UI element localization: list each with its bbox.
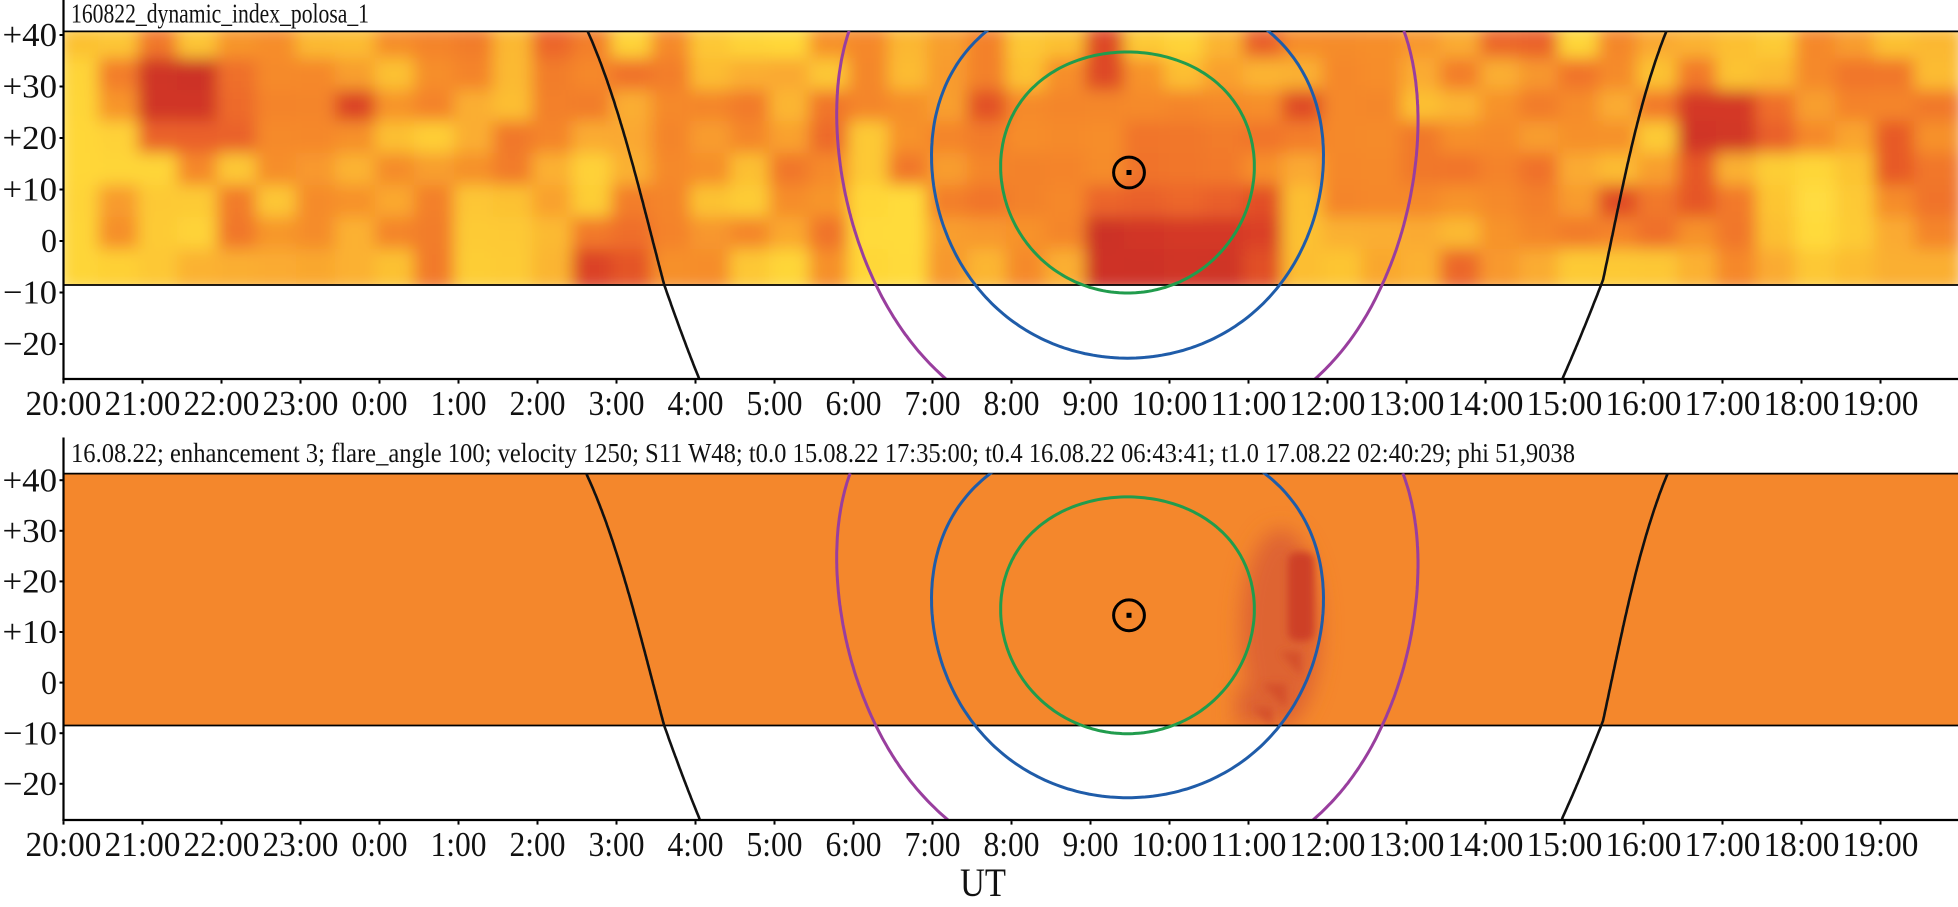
svg-text:160822_dynamic_index_polosa_1: 160822_dynamic_index_polosa_1 [71, 0, 369, 29]
svg-text:21:00: 21:00 [105, 384, 181, 423]
svg-text:6:00: 6:00 [826, 825, 882, 864]
svg-text:+20: +20 [3, 564, 57, 601]
svg-text:9:00: 9:00 [1063, 384, 1119, 423]
svg-text:5:00: 5:00 [747, 825, 803, 864]
svg-text:23:00: 23:00 [263, 825, 339, 864]
svg-text:19:00: 19:00 [1843, 825, 1919, 864]
svg-text:13:00: 13:00 [1369, 384, 1445, 423]
svg-text:17:00: 17:00 [1685, 825, 1761, 864]
svg-text:18:00: 18:00 [1764, 825, 1840, 864]
svg-text:0: 0 [41, 665, 57, 702]
svg-text:11:00: 11:00 [1211, 384, 1287, 423]
svg-text:1:00: 1:00 [431, 825, 487, 864]
svg-text:20:00: 20:00 [26, 384, 102, 423]
svg-text:19:00: 19:00 [1843, 384, 1919, 423]
svg-text:12:00: 12:00 [1290, 825, 1366, 864]
svg-text:0: 0 [41, 223, 57, 260]
svg-text:+10: +10 [3, 172, 57, 209]
svg-text:2:00: 2:00 [510, 825, 566, 864]
svg-text:7:00: 7:00 [905, 825, 961, 864]
svg-text:22:00: 22:00 [184, 384, 260, 423]
svg-text:15:00: 15:00 [1527, 825, 1603, 864]
svg-text:10:00: 10:00 [1132, 384, 1208, 423]
svg-text:8:00: 8:00 [984, 825, 1040, 864]
svg-text:22:00: 22:00 [184, 825, 260, 864]
svg-text:11:00: 11:00 [1211, 825, 1287, 864]
svg-text:3:00: 3:00 [589, 825, 645, 864]
svg-text:23:00: 23:00 [263, 384, 339, 423]
svg-text:14:00: 14:00 [1448, 825, 1524, 864]
svg-text:+30: +30 [3, 69, 57, 106]
svg-text:20:00: 20:00 [26, 825, 102, 864]
svg-text:+20: +20 [3, 120, 57, 157]
svg-text:18:00: 18:00 [1764, 384, 1840, 423]
svg-text:16:00: 16:00 [1606, 384, 1682, 423]
svg-text:3:00: 3:00 [589, 384, 645, 423]
svg-text:5:00: 5:00 [747, 384, 803, 423]
svg-text:+40: +40 [3, 462, 57, 499]
svg-text:4:00: 4:00 [668, 825, 724, 864]
svg-text:+10: +10 [3, 614, 57, 651]
svg-text:−10: −10 [3, 715, 57, 752]
svg-text:7:00: 7:00 [905, 384, 961, 423]
svg-text:−20: −20 [3, 766, 57, 803]
svg-text:8:00: 8:00 [984, 384, 1040, 423]
svg-text:16:00: 16:00 [1606, 825, 1682, 864]
svg-text:1:00: 1:00 [431, 384, 487, 423]
svg-text:13:00: 13:00 [1369, 825, 1445, 864]
svg-text:−10: −10 [3, 275, 57, 312]
svg-text:0:00: 0:00 [352, 825, 408, 864]
svg-text:9:00: 9:00 [1063, 825, 1119, 864]
svg-text:UT: UT [960, 860, 1006, 902]
svg-text:15:00: 15:00 [1527, 384, 1603, 423]
svg-text:16.08.22; enhancement 3; flare: 16.08.22; enhancement 3; flare_angle 100… [71, 438, 1575, 468]
svg-text:0:00: 0:00 [352, 384, 408, 423]
svg-text:17:00: 17:00 [1685, 384, 1761, 423]
svg-text:6:00: 6:00 [826, 384, 882, 423]
svg-text:−20: −20 [3, 326, 57, 363]
svg-text:2:00: 2:00 [510, 384, 566, 423]
svg-text:+30: +30 [3, 513, 57, 550]
svg-text:14:00: 14:00 [1448, 384, 1524, 423]
svg-text:12:00: 12:00 [1290, 384, 1366, 423]
svg-text:4:00: 4:00 [668, 384, 724, 423]
svg-text:10:00: 10:00 [1132, 825, 1208, 864]
svg-text:+40: +40 [3, 17, 57, 54]
svg-text:21:00: 21:00 [105, 825, 181, 864]
